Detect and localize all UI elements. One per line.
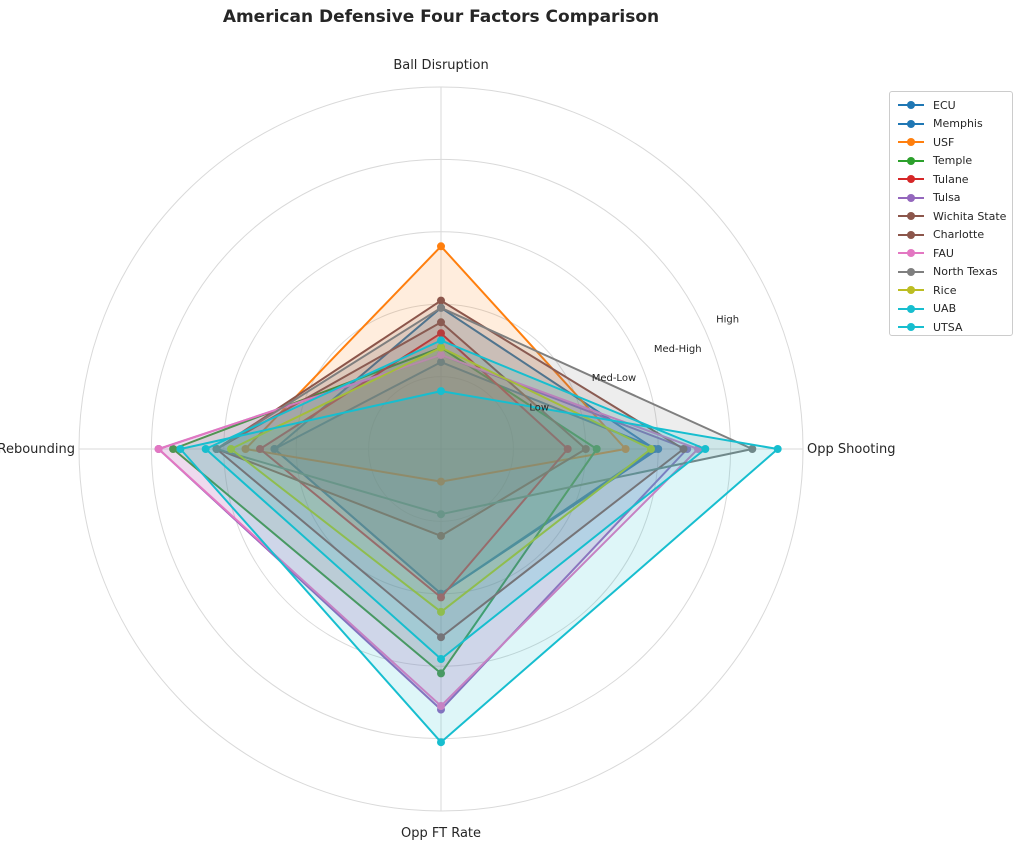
data-point <box>563 445 572 453</box>
data-point <box>437 702 445 710</box>
ring-label-med-high: Med-High <box>654 344 702 355</box>
legend-item: ECU <box>898 96 1012 115</box>
data-point <box>773 445 782 453</box>
legend-swatch <box>898 193 924 203</box>
data-point <box>437 633 445 642</box>
legend-label: Tulane <box>933 172 969 186</box>
radar-labels: Low Med-Low Med-High High Ball Disruptio… <box>0 58 895 841</box>
legend-item: North Texas <box>898 263 1012 282</box>
ring-label-med-low: Med-Low <box>592 373 636 384</box>
axis-label-opp-ft-rate: Opp FT Rate <box>401 826 481 841</box>
data-point <box>437 336 445 345</box>
legend-item: Memphis <box>898 115 1012 134</box>
legend-label: UAB <box>933 302 957 316</box>
data-point <box>581 445 590 453</box>
series-fau <box>154 350 702 710</box>
data-point <box>701 445 710 453</box>
data-point <box>592 445 601 453</box>
data-point <box>437 477 445 486</box>
series-north-texas <box>212 303 757 519</box>
legend-swatch <box>898 211 924 221</box>
legend-item: UAB <box>898 300 1012 319</box>
legend-label: Tulsa <box>933 191 961 205</box>
data-point <box>437 531 445 540</box>
legend-item: Wichita State <box>898 207 1012 226</box>
legend-item: Charlotte <box>898 226 1012 245</box>
data-point <box>437 303 445 312</box>
series-area <box>179 390 779 744</box>
data-point <box>241 445 250 453</box>
data-point <box>437 318 445 327</box>
legend-swatch <box>898 119 924 129</box>
data-point <box>647 445 655 453</box>
axis-label-opp-shooting: Opp Shooting <box>807 442 895 457</box>
legend-swatch <box>898 304 924 314</box>
data-point <box>176 445 185 453</box>
data-point <box>437 738 445 747</box>
data-point <box>437 296 445 305</box>
legend-label: FAU <box>933 246 954 260</box>
legend-label: UTSA <box>933 320 963 334</box>
data-point <box>270 445 279 453</box>
data-point <box>256 445 264 453</box>
data-point <box>437 593 445 602</box>
legend-swatch <box>898 156 924 166</box>
legend-item: Tulsa <box>898 189 1012 208</box>
legend-label: Rice <box>933 283 957 297</box>
legend-item: Tulane <box>898 170 1012 189</box>
data-point <box>437 242 445 251</box>
legend-label: Wichita State <box>933 209 1007 223</box>
legend-swatch <box>898 322 924 332</box>
data-point <box>679 445 688 453</box>
legend-swatch <box>898 267 924 277</box>
ring-label-low: Low <box>529 402 549 413</box>
data-point <box>748 445 757 453</box>
legend-swatch <box>898 285 924 295</box>
ring-label-high: High <box>716 315 739 326</box>
series-usf <box>241 242 630 486</box>
legend-label: Charlotte <box>933 228 985 242</box>
legend-label: Memphis <box>933 117 983 131</box>
data-point <box>227 445 235 453</box>
legend-label: USF <box>933 135 955 149</box>
radar-series <box>154 242 782 747</box>
data-point <box>437 655 445 663</box>
chart-title: American Defensive Four Factors Comparis… <box>223 7 659 27</box>
data-point <box>212 445 221 453</box>
legend-item: USF <box>898 133 1012 152</box>
data-point <box>437 669 445 678</box>
axis-label-ball-disruption: Ball Disruption <box>393 58 488 73</box>
series-uab <box>201 336 710 663</box>
data-point <box>437 343 445 352</box>
legend-item: Rice <box>898 281 1012 300</box>
legend: ECU Memphis USF Temple Tulane Tulsa Wich… <box>889 91 1013 336</box>
legend-label: ECU <box>933 98 956 112</box>
data-point <box>437 329 445 338</box>
legend-swatch <box>898 137 924 147</box>
data-point <box>437 387 445 396</box>
data-point <box>201 445 210 453</box>
legend-item: UTSA <box>898 318 1012 337</box>
data-point <box>437 350 445 359</box>
data-point <box>437 358 445 367</box>
legend-label: North Texas <box>933 265 998 279</box>
data-point <box>621 445 630 453</box>
legend-swatch <box>898 100 924 110</box>
series-utsa <box>176 387 782 747</box>
data-point <box>437 607 445 616</box>
data-point <box>437 510 445 519</box>
legend-swatch <box>898 248 924 258</box>
legend-item: Temple <box>898 152 1012 171</box>
legend-swatch <box>898 174 924 184</box>
axis-label-def-rebounding: Def Rebounding <box>0 442 75 457</box>
data-point <box>154 445 163 453</box>
legend-swatch <box>898 230 924 240</box>
data-point <box>169 445 178 453</box>
legend-item: FAU <box>898 244 1012 263</box>
legend-label: Temple <box>933 154 973 168</box>
